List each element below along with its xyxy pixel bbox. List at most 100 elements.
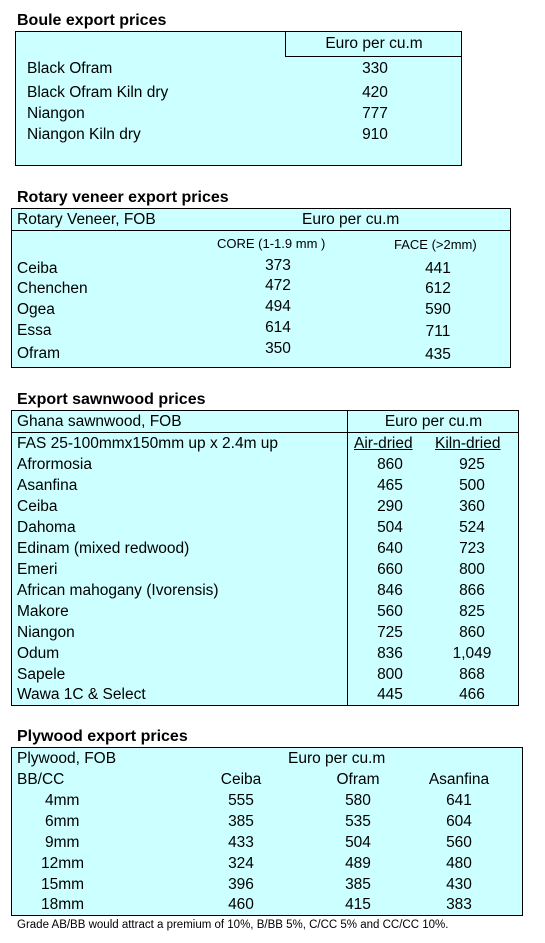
rotary-core-header: CORE (1-1.9 mm ) [217,236,326,251]
sawn-kiln-price: 1,049 [452,645,492,662]
boule-price: 910 [362,126,388,143]
sawn-kiln-price: 500 [459,477,485,494]
sawn-air-price: 836 [377,645,403,662]
sawn-species: Ceiba [17,498,58,515]
sawn-species: Makore [17,603,69,620]
rotary-label: Rotary Veneer, FOB [17,211,156,228]
sawn-species: Afrormosia [17,456,92,473]
rotary-species: Ceiba [17,260,58,277]
boule-species: Niangon [27,105,85,122]
sawn-air-price: 465 [377,477,403,494]
plywood-asanfina-price: 383 [446,896,472,913]
plywood-unit-header: Euro per cu.m [288,750,386,767]
plywood-asanfina-price: 480 [446,855,472,872]
plywood-ceiba-price: 324 [228,855,254,872]
boule-divider-v [285,32,286,57]
plywood-ceiba-price: 460 [228,896,254,913]
plywood-ofram-price: 415 [345,896,371,913]
sawn-kiln-price: 800 [459,561,485,578]
plywood-asanfina-price: 641 [446,792,472,809]
plywood-col-ceiba: Ceiba [220,771,262,788]
plywood-ceiba-price: 385 [228,813,254,830]
plywood-size: 6mm [45,813,80,830]
sawn-species: African mahogany (Ivorensis) [17,582,219,599]
boule-price: 777 [362,105,388,122]
sawn-species: Asanfina [17,477,78,494]
sawn-species: Odum [17,645,60,662]
sawn-kiln-price: 524 [459,519,485,536]
sawn-species: Edinam (mixed redwood) [17,540,190,557]
sawn-air-price: 846 [377,582,403,599]
sawn-kiln-price: 723 [459,540,485,557]
plywood-ofram-price: 504 [345,834,371,851]
rotary-face-price: 435 [425,346,451,363]
sawn-header-line [12,432,519,433]
plywood-ofram-price: 535 [345,813,371,830]
boule-price: 420 [362,84,388,101]
sawn-air-price: 640 [377,540,403,557]
sawn-divider-v [347,411,348,706]
plywood-title: Plywood export prices [17,728,188,745]
plywood-label: Plywood, FOB [17,750,117,767]
sawn-air-header: Air-dried [354,435,413,452]
plywood-asanfina-price: 560 [446,834,472,851]
boule-species: Niangon Kiln dry [27,126,141,143]
sawn-unit-header: Euro per cu.m [384,413,483,430]
plywood-asanfina-price: 604 [446,813,472,830]
plywood-ceiba-price: 433 [228,834,254,851]
plywood-ofram-price: 385 [345,876,371,893]
sawn-kiln-price: 925 [459,456,485,473]
boule-title: Boule export prices [17,12,167,29]
plywood-grade: BB/CC [17,771,65,788]
plywood-table: Plywood, FOB Euro per cu.m BB/CC Ceiba O… [11,747,523,916]
rotary-species: Ofram [17,345,61,362]
plywood-ceiba-price: 396 [228,876,254,893]
sawn-kiln-price: 866 [459,582,485,599]
sawn-species: Niangon [17,624,75,641]
sawn-species: Wawa 1C & Select [17,686,146,703]
sawn-species: Emeri [17,561,58,578]
plywood-size: 4mm [45,792,80,809]
rotary-species: Essa [17,322,52,339]
boule-species: Black Ofram [27,60,113,77]
rotary-face-header: FACE (>2mm) [394,237,477,252]
boule-divider-h [285,56,462,57]
plywood-ceiba-price: 555 [228,792,254,809]
plywood-size: 15mm [41,876,85,893]
plywood-col-ofram: Ofram [336,771,380,788]
sawn-kiln-price: 466 [459,686,485,703]
plywood-col-asanfina: Asanfina [428,771,490,788]
rotary-face-price: 590 [425,301,451,318]
sawn-kiln-price: 868 [459,666,485,683]
rotary-face-price: 441 [425,260,451,277]
sawn-air-price: 560 [377,603,403,620]
rotary-core-price: 614 [265,319,291,336]
sawn-air-price: 725 [377,624,403,641]
sawn-spec: FAS 25-100mmx150mm up x 2.4m up [17,435,279,452]
plywood-asanfina-price: 430 [446,876,472,893]
rotary-core-price: 373 [265,257,291,274]
rotary-table: Rotary Veneer, FOB Euro per cu.m CORE (1… [11,208,511,368]
rotary-species: Ogea [17,301,55,318]
sawn-air-price: 860 [377,456,403,473]
boule-price: 330 [362,60,388,77]
sawn-species: Sapele [17,666,66,683]
boule-species: Black Ofram Kiln dry [27,84,169,101]
rotary-core-price: 494 [265,298,291,315]
sawn-air-price: 660 [377,561,403,578]
rotary-core-price: 350 [265,340,291,357]
plywood-footnote: Grade AB/BB would attract a premium of 1… [17,919,449,931]
rotary-species: Chenchen [17,280,88,297]
sawn-label: Ghana sawnwood, FOB [17,413,182,430]
boule-unit-header: Euro per cu.m [325,35,423,52]
rotary-unit-header: Euro per cu.m [302,211,400,228]
sawn-kiln-header: Kiln-dried [435,435,501,452]
sawn-air-price: 800 [377,666,403,683]
plywood-size: 18mm [41,896,85,913]
rotary-header-line [12,230,511,231]
sawn-kiln-price: 860 [459,624,485,641]
rotary-core-price: 472 [265,277,291,294]
sawn-title: Export sawnwood prices [17,391,206,408]
sawn-air-price: 504 [377,519,403,536]
rotary-face-price: 612 [425,280,451,297]
